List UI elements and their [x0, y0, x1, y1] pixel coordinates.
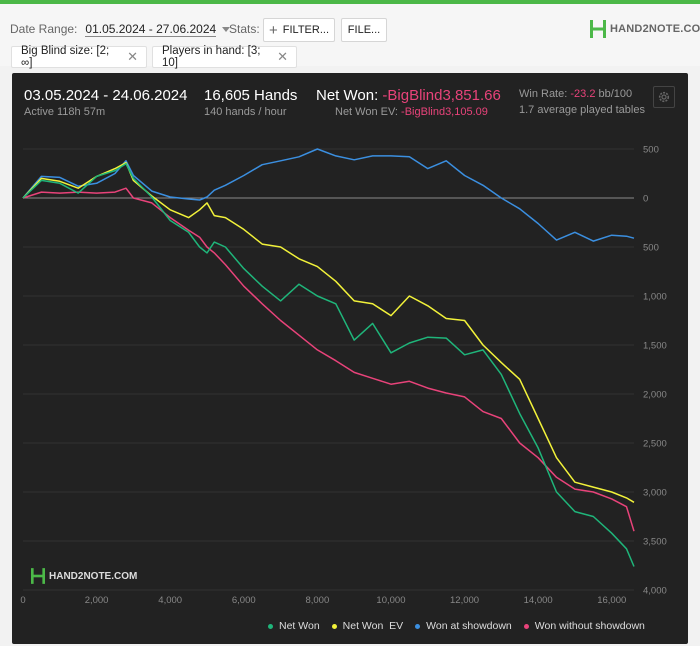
- watermark: HAND2NOTE.COM: [31, 568, 137, 584]
- net-won-value: -BigBlind3,851.66: [382, 87, 501, 104]
- x-tick-label: 4,000: [158, 595, 182, 606]
- x-tick-label: 0: [20, 595, 25, 606]
- legend-dot: [523, 623, 529, 629]
- series-line-won-without-showdown: [22, 187, 635, 532]
- y-tick-label: 3,000: [643, 488, 667, 499]
- y-tick-label: 500: [643, 243, 659, 254]
- hands-per-hour: 140 hands / hour: [204, 106, 287, 118]
- chevron-down-icon[interactable]: [222, 26, 231, 32]
- legend-item-net-won[interactable]: Net Won: [268, 620, 320, 632]
- win-rate: Win Rate: -23.2 bb/100: [519, 88, 632, 100]
- y-tick-label: 4,000: [643, 586, 667, 597]
- net-won: Net Won: -BigBlind3,851.66: [316, 87, 501, 104]
- y-tick-label: 1,500: [643, 341, 667, 352]
- top-accent-bar: [0, 0, 700, 4]
- legend-dot: [415, 623, 421, 629]
- win-rate-unit: bb/100: [598, 88, 633, 100]
- close-icon[interactable]: ✕: [127, 49, 138, 64]
- x-tick-label: 12,000: [450, 595, 479, 606]
- h2n-logo-icon: [590, 20, 606, 38]
- net-won-ev-label: Net Won EV:: [335, 106, 398, 118]
- win-rate-value: -23.2: [570, 88, 596, 100]
- file-button-label: FILE...: [347, 24, 381, 36]
- file-button[interactable]: FILE...: [341, 18, 387, 42]
- filter-chip-players[interactable]: Players in hand: [3; 10] ✕: [152, 45, 297, 69]
- x-tick-label: 14,000: [524, 595, 553, 606]
- y-tick-label: 0: [643, 194, 648, 205]
- series-line-net-won-ev: [22, 161, 635, 503]
- y-tick-label: 2,000: [643, 390, 667, 401]
- close-icon[interactable]: ✕: [277, 49, 288, 64]
- date-range-value[interactable]: 01.05.2024 - 27.06.2024: [85, 21, 217, 37]
- active-time: Active 118h 57m: [24, 106, 106, 118]
- graph-panel: 500 0 500 1,000 1,500 2,000 2,500 3,000 3,500 4,0…: [12, 73, 688, 644]
- x-tick-label: 16,000: [597, 595, 626, 606]
- chart-legend: Net Won Net Won EV Won at showdown Won with…: [268, 619, 657, 633]
- legend-item-net-won-ev[interactable]: Net Won EV: [331, 620, 404, 632]
- y-tick-label: 1,000: [643, 292, 667, 303]
- settings-button[interactable]: [653, 86, 675, 108]
- watermark-text: HAND2NOTE.COM: [49, 570, 138, 582]
- y-tick-label: 3,500: [643, 537, 667, 548]
- h2n-logo-icon: [31, 568, 45, 584]
- date-range[interactable]: Date Range: 01.05.2024 - 27.06.2024: [10, 18, 231, 40]
- series-line-net-won: [22, 162, 635, 567]
- legend-dot: [268, 623, 273, 629]
- date-range-label: Date Range:: [10, 22, 78, 36]
- series-line-won-at-showdown: [22, 148, 635, 242]
- legend-label: Net Won: [279, 620, 320, 632]
- filter-chip-bb-size[interactable]: Big Blind size: [2; ∞] ✕: [11, 45, 147, 69]
- period: 03.05.2024 - 24.06.2024: [24, 87, 188, 104]
- x-tick-label: 6,000: [232, 595, 256, 606]
- filter-bar: Date Range: 01.05.2024 - 27.06.2024 Stat…: [0, 4, 700, 69]
- x-tick-label: 8,000: [305, 595, 329, 606]
- legend-item-won-at-showdown[interactable]: Won at showdown: [415, 620, 512, 632]
- gear-icon: [658, 91, 670, 103]
- filter-button[interactable]: + FILTER...: [263, 18, 335, 42]
- plus-icon: +: [268, 21, 278, 39]
- net-won-label: Net Won:: [316, 87, 379, 104]
- average-tables: 1.7 average played tables: [519, 104, 645, 116]
- filter-button-label: FILTER...: [282, 24, 329, 36]
- filter-chip-label: Big Blind size: [2; ∞]: [21, 45, 110, 69]
- logo-text: HAND2NOTE.COM: [610, 23, 700, 35]
- y-tick-label: 500: [643, 145, 659, 156]
- legend-dot: [331, 623, 337, 629]
- stats-label: Stats:: [229, 22, 260, 36]
- legend-label: Won at showdown: [426, 620, 512, 632]
- net-won-ev-value: -BigBlind3,105.09: [401, 106, 488, 118]
- legend-label: Won without showdown: [534, 620, 645, 632]
- legend-item-won-without-showdown[interactable]: Won without showdown: [523, 620, 645, 632]
- win-rate-label: Win Rate:: [519, 88, 568, 100]
- filter-chip-label: Players in hand: [3; 10]: [162, 45, 261, 69]
- results-chart[interactable]: 500 0 500 1,000 1,500 2,000 2,500 3,000 3,500 4,0…: [12, 73, 688, 644]
- net-won-ev: Net Won EV: -BigBlind3,105.09: [335, 106, 488, 118]
- hands-count: 16,605 Hands: [204, 87, 298, 104]
- legend-label: Net Won EV: [342, 620, 404, 632]
- x-tick-label: 2,000: [85, 595, 109, 606]
- x-tick-label: 10,000: [376, 595, 405, 606]
- hand2note-logo: HAND2NOTE.COM: [590, 20, 700, 38]
- y-tick-label: 2,500: [643, 439, 667, 450]
